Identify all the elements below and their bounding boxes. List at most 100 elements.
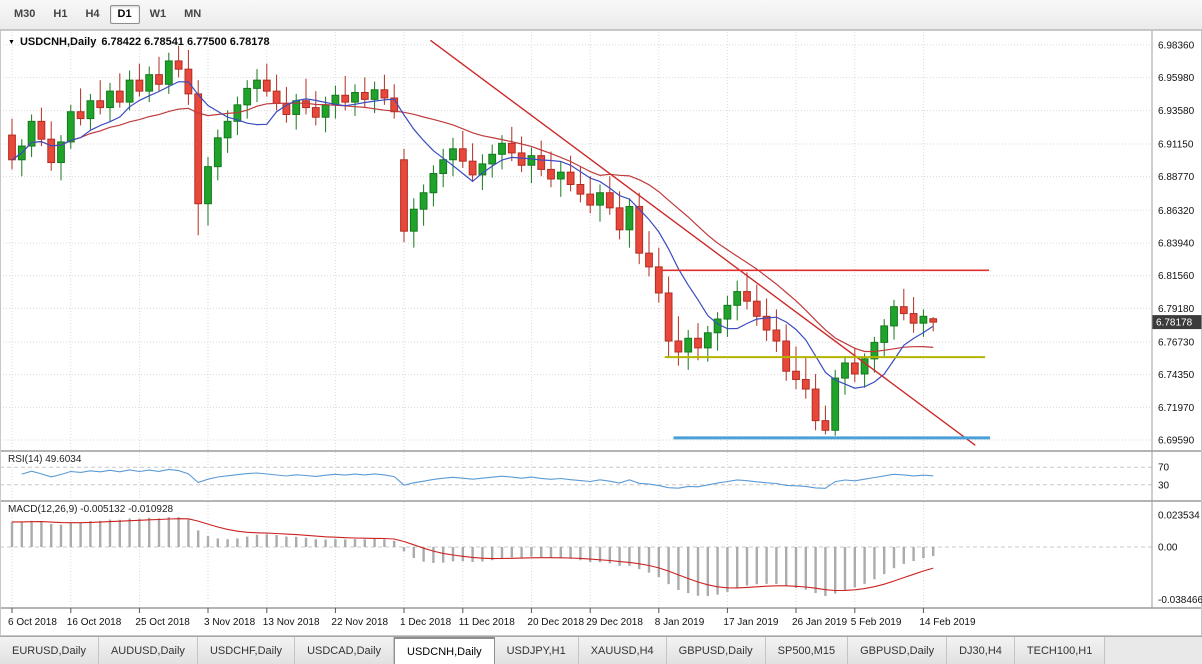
price-axis-label: 6.81560 (1158, 271, 1195, 282)
macd-axis-label: -0.038466 (1158, 595, 1202, 606)
chart-tab-xauusd-h4[interactable]: XAUUSD,H4 (578, 637, 667, 664)
candle (694, 323, 702, 361)
price-axis-label: 6.88770 (1158, 172, 1195, 183)
candle (517, 136, 526, 173)
rsi-line (21, 468, 934, 489)
chart-ohlc-values: 6.78422 6.78541 6.77500 6.78178 (101, 36, 270, 48)
rsi-axis-label: 30 (1158, 480, 1170, 491)
chart-tab-gbpusd-daily[interactable]: GBPUSD,Daily (666, 637, 766, 664)
candle (76, 88, 85, 126)
macd-indicator-label: MACD(12,26,9) -0.005132 -0.010928 (8, 504, 174, 515)
price-axis-label: 6.71970 (1158, 403, 1195, 414)
candle (909, 297, 918, 333)
date-axis-label: 29 Dec 2018 (586, 617, 643, 628)
ma-fast-line (11, 81, 934, 389)
candle (605, 176, 614, 215)
price-axis-label: 6.76730 (1158, 337, 1195, 348)
candle (66, 104, 75, 149)
candle (645, 231, 653, 277)
date-axis-label: 17 Jan 2019 (723, 617, 778, 628)
macd-axis-label: 0.00 (1158, 543, 1178, 554)
candle (115, 73, 124, 108)
date-axis-label: 16 Oct 2018 (67, 617, 122, 628)
timeframe-button-d1[interactable]: D1 (109, 5, 140, 24)
candle (527, 147, 536, 184)
current-price-badge: 6.78178 (1152, 315, 1202, 330)
timeframe-button-m30[interactable]: M30 (14, 8, 36, 20)
candle (831, 369, 840, 436)
chart-tab-eurusd-daily[interactable]: EURUSD,Daily (0, 637, 99, 664)
chart-tab-usdchf-daily[interactable]: USDCHF,Daily (197, 637, 296, 664)
price-axis-label: 6.86320 (1158, 206, 1195, 217)
candle (625, 198, 634, 248)
chart-canvas[interactable]: 6.98360 6.95980 6.93580 6.91150 6.88770 6.863… (0, 30, 1202, 636)
chart-symbol-label: USDCNH,Daily (19, 36, 97, 48)
candle (400, 148, 408, 243)
candle (419, 184, 428, 226)
candle (576, 166, 585, 203)
date-axis-label: 25 Oct 2018 (135, 617, 190, 628)
chart-tab-dj30-h4[interactable]: DJ30,H4 (947, 637, 1015, 664)
candle (841, 356, 849, 395)
chart-symbol-dropdown-icon: ▼ (8, 38, 15, 46)
chart-tab-audusd-daily[interactable]: AUDUSD,Daily (98, 637, 198, 664)
candle (449, 137, 457, 177)
chart-tab-sp500-m15[interactable]: SP500,M15 (765, 637, 849, 664)
candle (703, 325, 712, 362)
candle (899, 288, 908, 321)
svg-text:6.78178: 6.78178 (1156, 318, 1193, 329)
time-axis[interactable]: 6 Oct 2018 16 Oct 2018 25 Oct 2018 3 Nov 20… (8, 608, 976, 628)
candle (635, 192, 644, 265)
candle (429, 165, 438, 207)
candle (27, 114, 36, 158)
macd-signal-line (12, 518, 934, 592)
candle (684, 330, 693, 370)
candle (537, 140, 546, 177)
timeframe-button-h4[interactable]: H4 (85, 8, 100, 20)
timeframe-button-h1[interactable]: H1 (53, 8, 68, 20)
candle (762, 298, 771, 342)
candle (213, 129, 222, 181)
descending-trendline[interactable] (430, 39, 976, 446)
timeframe-toolbar: M30 H1 H4 D1 W1 MN (0, 0, 1202, 30)
candle (850, 347, 859, 383)
candle (468, 143, 477, 182)
candle (498, 135, 506, 170)
price-axis-label: 6.69590 (1158, 436, 1195, 447)
chart-tab-usdcad-daily[interactable]: USDCAD,Daily (295, 637, 395, 664)
candle (439, 148, 448, 188)
date-axis-label: 1 Dec 2018 (400, 617, 452, 628)
date-axis-label: 14 Feb 2019 (919, 617, 976, 628)
price-axis-label: 6.93580 (1158, 106, 1195, 117)
timeframe-button-mn[interactable]: MN (184, 8, 202, 20)
candle (253, 69, 261, 103)
price-axis-label: 6.95980 (1158, 73, 1195, 84)
candle (125, 70, 134, 111)
chart-tab-usdcnh-daily[interactable]: USDCNH,Daily (394, 637, 495, 664)
candle (723, 295, 732, 337)
candle (811, 373, 820, 431)
price-axis[interactable]: 6.98360 6.95980 6.93580 6.91150 6.88770 6.863… (1158, 41, 1202, 606)
candle (86, 93, 95, 130)
price-axis-label: 6.98360 (1158, 41, 1195, 52)
date-axis-label: 13 Nov 2018 (263, 617, 320, 628)
candle (743, 272, 751, 310)
candle (507, 126, 516, 162)
chart-tab-gbpusd-daily[interactable]: GBPUSD,Daily (848, 637, 948, 664)
chart-tab-usdjpy-h1[interactable]: USDJPY,H1 (494, 637, 579, 664)
candle (772, 309, 781, 353)
date-axis-label: 5 Feb 2019 (851, 617, 902, 628)
candle (586, 176, 595, 214)
grid-lines (0, 32, 1152, 608)
rsi-axis-label: 70 (1158, 463, 1170, 474)
date-axis-label: 11 Dec 2018 (459, 617, 515, 628)
candle (458, 130, 467, 169)
candle (106, 82, 114, 122)
macd-histogram (10, 517, 935, 597)
candle (57, 135, 65, 181)
timeframe-button-w1[interactable]: W1 (149, 8, 167, 20)
candle (155, 56, 163, 92)
chart-tab-tech100-h1[interactable]: TECH100,H1 (1014, 637, 1106, 664)
chart-title: ▼ USDCNH,Daily 6.78422 6.78541 6.77500 6… (8, 36, 270, 48)
